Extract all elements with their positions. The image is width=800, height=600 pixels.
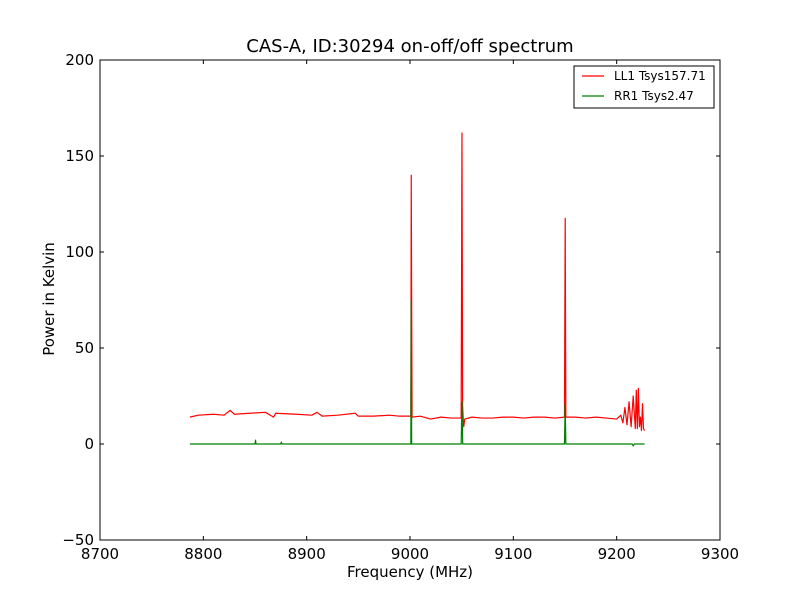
axes-frame	[99, 59, 721, 541]
y-tick-label: 150	[65, 147, 94, 165]
x-axis-label: Frequency (MHz)	[347, 563, 473, 581]
y-tick-label: 200	[65, 51, 94, 69]
y-tick-label: 50	[75, 339, 94, 357]
x-tick-label: 9200	[598, 545, 636, 563]
x-tick-label: 9100	[494, 545, 532, 563]
x-tick-label: 9300	[701, 545, 739, 563]
y-tick-label: 100	[65, 243, 94, 261]
x-tick-label: 9000	[391, 545, 429, 563]
legend-label-1: RR1 Tsys2.47	[614, 89, 694, 103]
x-tick-label: 8900	[288, 545, 326, 563]
legend-box	[573, 65, 715, 109]
y-tick-label: 0	[84, 435, 94, 453]
x-tick-label: 8700	[81, 545, 119, 563]
chart-title: CAS-A, ID:30294 on-off/off spectrum	[246, 36, 573, 57]
y-axis-label: Power in Kelvin	[40, 242, 58, 356]
plot-area: 8700 8800 8900 9000 9100 9200 9300 −50 0 50 100 150…	[62, 51, 739, 563]
y-tick-label: −50	[62, 531, 94, 549]
series-line-1	[189, 299, 645, 447]
legend: LL1 Tsys157.71 RR1 Tsys2.47	[573, 65, 715, 109]
series-line-0	[189, 132, 646, 432]
x-tick-label: 8800	[184, 545, 222, 563]
legend-label-0: LL1 Tsys157.71	[614, 69, 706, 83]
